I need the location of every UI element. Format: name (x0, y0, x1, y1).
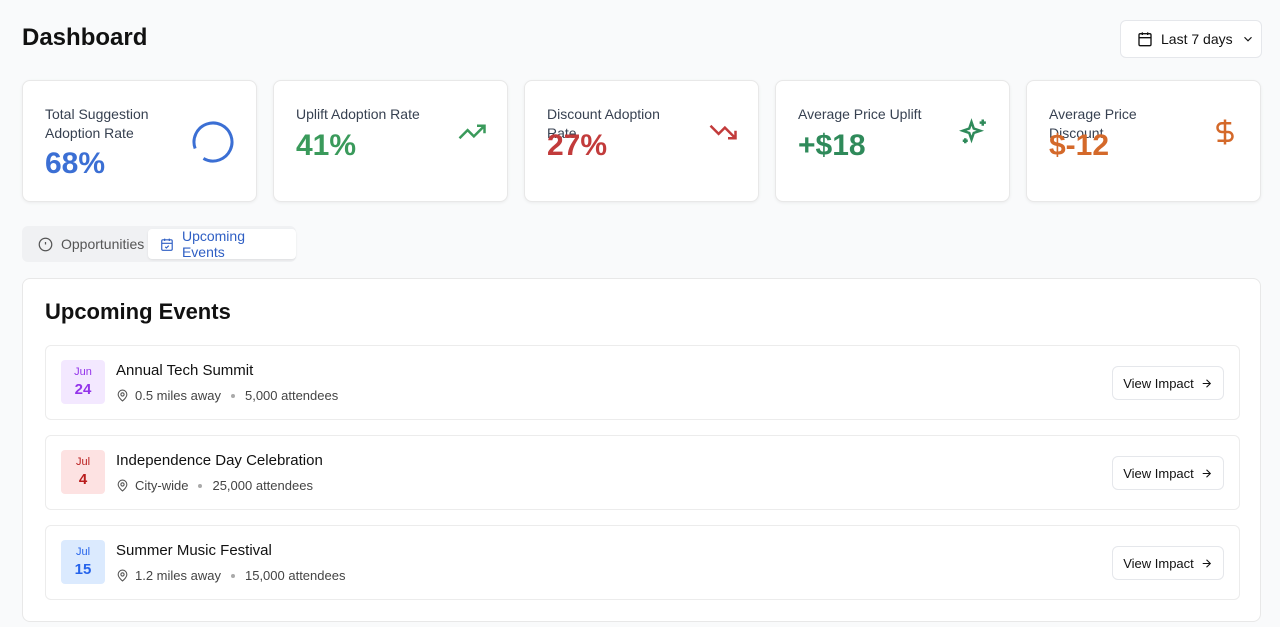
event-month: Jul (75, 546, 91, 558)
date-badge: Jun 24 (61, 360, 105, 404)
trend-up-icon (458, 124, 486, 140)
tab[interactable]: Opportunities (26, 229, 156, 259)
separator-dot (230, 393, 235, 398)
progress-ring (192, 121, 234, 163)
event-day: 15 (74, 561, 92, 578)
tab-label: Upcoming Events (181, 228, 245, 260)
pin-icon (117, 569, 128, 582)
tab-bar: Opportunities Upcoming Events (22, 226, 296, 262)
event-name: Annual Tech Summit (116, 362, 254, 379)
calendar-icon (1138, 32, 1152, 47)
event-day: 24 (74, 381, 92, 398)
metric-value: 68% (45, 147, 106, 180)
view-impact-button[interactable]: View Impact (1112, 456, 1224, 490)
metric-card: Uplift Adoption Rate 41% (273, 80, 508, 202)
event-attendees: 5,000 attendees (244, 388, 339, 403)
arrow-icon (1202, 378, 1211, 388)
date-badge: Jul 4 (61, 450, 105, 494)
metric-label: Average Price Uplift (798, 106, 922, 122)
event-name: Summer Music Festival (116, 542, 272, 559)
button-label: View Impact (1123, 465, 1194, 481)
date-range-button[interactable]: Last 7 days (1120, 20, 1262, 58)
event-month: Jun (74, 366, 92, 378)
metric-value: +$18 (798, 129, 866, 162)
metric-label: Average Price Discount (1049, 106, 1137, 141)
alert-icon (38, 237, 53, 251)
view-impact-button[interactable]: View Impact (1112, 366, 1224, 400)
event-meta: 0.5 miles away 5,000 attendees (116, 388, 338, 403)
pin-icon (117, 389, 128, 402)
event-name: Independence Day Celebration (116, 452, 323, 469)
button-label: View Impact (1123, 555, 1194, 571)
arrow-icon (1202, 468, 1211, 478)
metric-card: Average Price Uplift +$18 (775, 80, 1010, 202)
separator-dot (198, 483, 203, 488)
event-attendees: 25,000 attendees (212, 478, 313, 493)
date-range-label: Last 7 days (1161, 31, 1233, 47)
chevron-icon (1243, 36, 1252, 42)
event-meta: City-wide 25,000 attendees (116, 478, 313, 493)
page-title: Dashboard (22, 24, 148, 51)
metric-card: Total Suggestion Adoption Rate 68% (22, 80, 257, 202)
button-label: View Impact (1123, 375, 1194, 391)
events-panel: Upcoming Events Jun 24 Annual Tech Summi… (22, 278, 1261, 622)
calendar-check-icon (161, 238, 173, 251)
metric-label: Total Suggestion Adoption Rate (45, 106, 149, 141)
tab-active[interactable]: Upcoming Events (148, 228, 296, 260)
dollar-icon (1216, 119, 1234, 145)
separator-dot (230, 573, 235, 578)
trend-down-icon (709, 124, 737, 140)
metric-card: Discount Adoption Rate 27% (524, 80, 759, 202)
metric-value: $-12 (1049, 129, 1110, 162)
date-badge: Jul 15 (61, 540, 105, 584)
metric-label: Discount Adoption Rate (547, 106, 660, 141)
event-location: 1.2 miles away (135, 568, 221, 583)
event-month: Jul (75, 456, 91, 468)
event-row: Jun 24 Annual Tech Summit 0.5 miles away… (45, 345, 1240, 420)
tab-label: Opportunities (61, 236, 145, 252)
sparkles-icon (959, 118, 986, 144)
pin-icon (117, 479, 128, 492)
event-location: 0.5 miles away (135, 388, 221, 403)
metric-label: Uplift Adoption Rate (296, 106, 420, 122)
metric-value: 27% (547, 129, 608, 162)
section-title: Upcoming Events (45, 299, 231, 324)
event-row: Jul 4 Independence Day Celebration City-… (45, 435, 1240, 510)
metric-value: 41% (296, 129, 357, 162)
event-attendees: 15,000 attendees (244, 568, 346, 583)
event-row: Jul 15 Summer Music Festival 1.2 miles a… (45, 525, 1240, 600)
metric-card: Average Price Discount $-12 (1026, 80, 1261, 202)
arrow-icon (1202, 558, 1211, 568)
event-location: City-wide (135, 478, 189, 493)
event-meta: 1.2 miles away 15,000 attendees (116, 568, 345, 583)
event-day: 4 (78, 471, 88, 488)
view-impact-button[interactable]: View Impact (1112, 546, 1224, 580)
